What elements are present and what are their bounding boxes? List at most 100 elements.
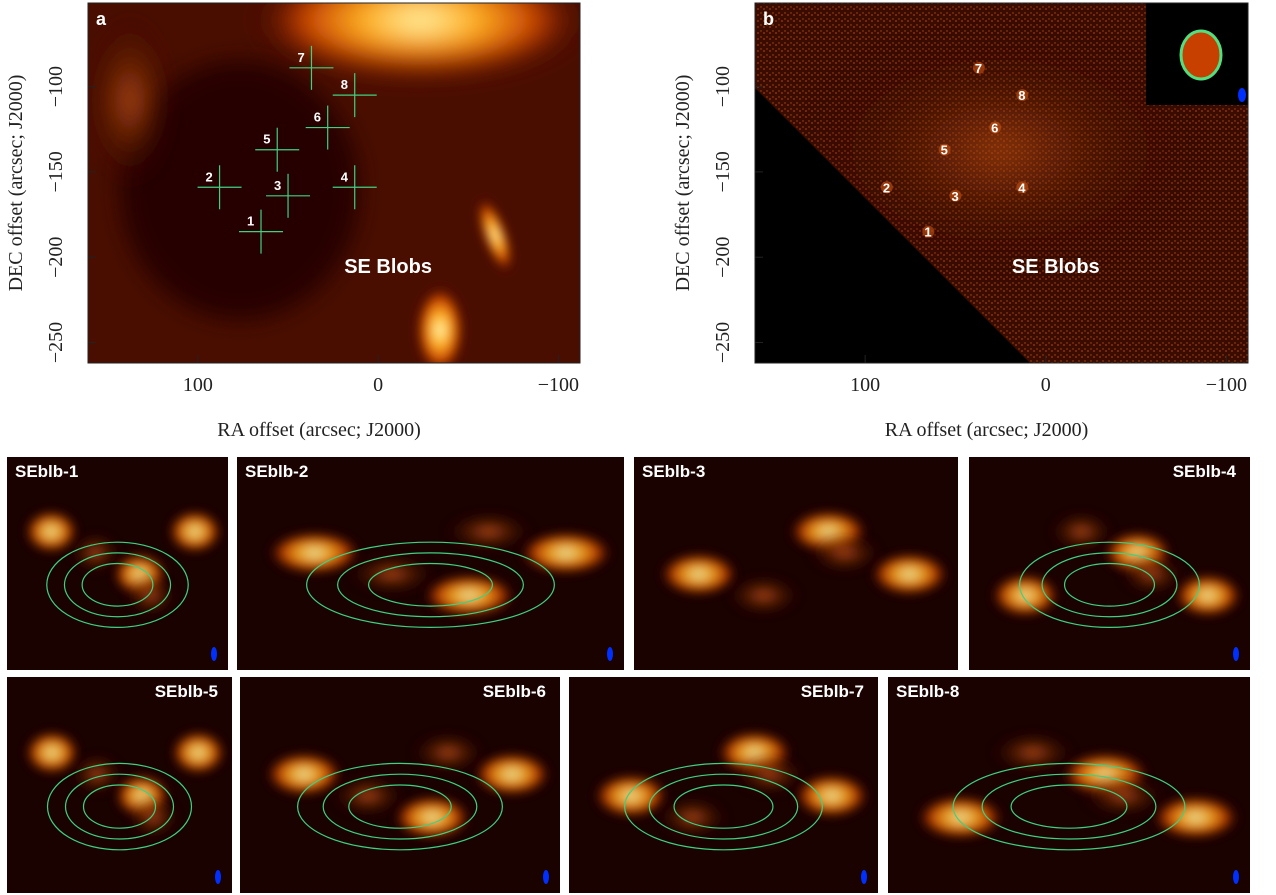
blob-marker	[949, 189, 962, 202]
thumb-image	[593, 731, 869, 884]
thumbnail	[7, 457, 228, 670]
emission-blob	[25, 731, 79, 775]
emission-blob	[1174, 574, 1242, 617]
emission-blob	[168, 510, 222, 553]
thumbnail	[888, 677, 1250, 893]
thumb-image	[265, 731, 551, 884]
blob-label: 1	[247, 214, 254, 229]
blob-label: 6	[314, 110, 321, 125]
blob-label: 8	[1018, 88, 1025, 103]
contour	[952, 762, 1186, 851]
thumb-image	[267, 510, 613, 661]
emission-blob	[24, 510, 78, 553]
beam	[861, 870, 867, 884]
emission-blob	[1047, 510, 1116, 553]
thumb-image	[24, 510, 222, 661]
emission-blob	[477, 197, 513, 273]
emission-blob	[473, 752, 551, 796]
y-axis-label: DEC offset (arcsec; J2000)	[5, 75, 27, 292]
beam	[607, 647, 613, 661]
thumb-title: SEblb-6	[483, 682, 546, 701]
thumb-image	[916, 731, 1240, 884]
emission-blob	[989, 731, 1077, 775]
emission-blob	[345, 552, 439, 596]
y-tick-label: −200	[45, 237, 67, 278]
contour	[1010, 784, 1128, 829]
image-panel	[755, 3, 1248, 363]
x-axis-label: RA offset (arcsec; J2000)	[885, 419, 1088, 441]
blob-label: 6	[991, 121, 998, 136]
contour	[297, 762, 504, 851]
x-tick-label: 100	[850, 374, 880, 396]
beam	[1233, 870, 1239, 884]
blob-label: 5	[941, 143, 948, 158]
contour	[624, 762, 823, 851]
blob-label: 7	[297, 50, 304, 65]
contour	[348, 784, 452, 829]
beam	[1233, 647, 1239, 661]
y-tick-label: −150	[712, 151, 734, 192]
blob-label: 5	[263, 132, 270, 147]
thumb-title: SEblb-1	[15, 462, 78, 481]
thumb-image	[659, 510, 949, 617]
contour	[46, 541, 189, 629]
x-tick-label: 0	[1041, 374, 1051, 396]
thumb-image	[25, 731, 226, 884]
emission-blob	[659, 552, 738, 596]
thumbnail	[237, 457, 624, 670]
contour	[64, 773, 175, 840]
emission-blob	[800, 30, 1200, 270]
emission-blob	[1079, 774, 1167, 818]
contour	[1018, 541, 1201, 629]
annotation: SE Blobs	[1012, 256, 1100, 278]
y-tick-label: −100	[712, 66, 734, 107]
thumb-title: SEblb-8	[896, 682, 959, 701]
emission-blob	[90, 10, 170, 190]
beam	[543, 870, 549, 884]
contour	[322, 773, 478, 840]
blob-label: 4	[1018, 180, 1026, 195]
emission	[90, 3, 580, 363]
blob-label: 1	[924, 225, 931, 240]
y-tick-label: −150	[45, 151, 67, 192]
frame	[87, 2, 581, 364]
emission-blob	[1152, 795, 1240, 840]
thumbnail	[240, 677, 560, 893]
image-panel	[88, 3, 580, 363]
blob-marker	[1016, 181, 1029, 194]
contour	[673, 784, 774, 829]
y-tick-label: −250	[712, 322, 734, 363]
y-axis-label: DEC offset (arcsec; J2000)	[672, 75, 694, 292]
emission-blob	[422, 574, 516, 617]
panel-label: a	[96, 9, 107, 29]
contour	[1063, 562, 1156, 607]
emission-blob	[805, 531, 884, 575]
contour	[81, 562, 154, 607]
thumbnail	[969, 457, 1250, 670]
contour	[981, 773, 1157, 840]
contour	[63, 552, 172, 618]
blob-marker	[880, 181, 893, 194]
x-tick-label: −100	[538, 374, 579, 396]
emission-blob	[519, 531, 613, 575]
emission-blob	[442, 510, 535, 553]
emission-blob	[250, 3, 580, 80]
contour	[82, 784, 157, 829]
emission-blob	[794, 774, 869, 818]
emission-blob	[124, 574, 178, 617]
blob-label: 7	[975, 61, 982, 76]
emission-blob	[265, 752, 343, 796]
emission-blob	[724, 574, 803, 617]
annotation: SE Blobs	[344, 256, 432, 278]
contour	[367, 562, 494, 607]
x-axis-label: RA offset (arcsec; J2000)	[217, 419, 420, 441]
emission-blob	[126, 795, 181, 840]
beam	[215, 870, 221, 884]
panel-label: b	[763, 9, 774, 29]
contour	[46, 762, 193, 851]
blob-label: 8	[341, 77, 348, 92]
thumb-title: SEblb-7	[801, 682, 864, 701]
blob-marker	[1016, 89, 1029, 102]
x-tick-label: 100	[183, 374, 213, 396]
